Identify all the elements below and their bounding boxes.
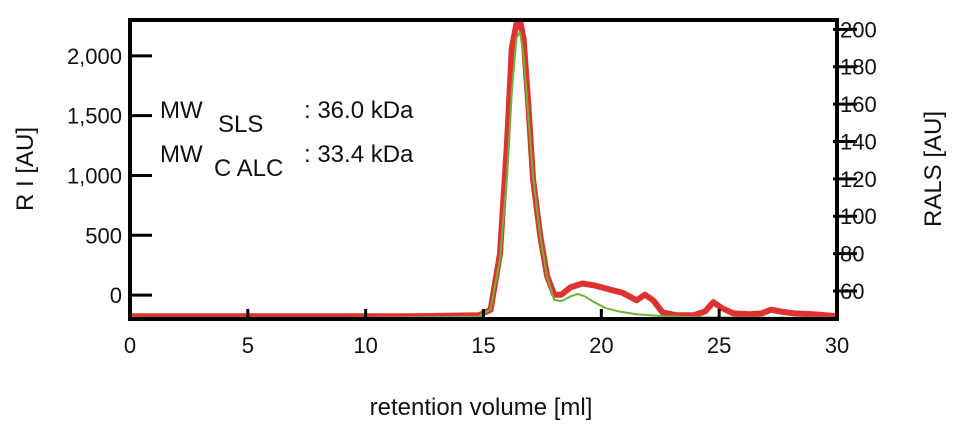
y-left-tick-label: 500 [85, 223, 122, 248]
y-right-tick-label: 60 [840, 279, 864, 304]
x-tick-label: 25 [707, 333, 731, 358]
series-layer [130, 20, 837, 319]
y-left-tick-label: 0 [110, 283, 122, 308]
ri-series-line [130, 31, 837, 319]
x-axis-title: retention volume [ml] [370, 394, 593, 421]
y-left-tick-label: 1,500 [67, 104, 122, 129]
y-right-tick-label: 120 [840, 167, 877, 192]
annotation-mw-sls-prefix: MW [160, 97, 203, 124]
annotation-mw-sls-value: : 36.0 kDa [304, 97, 414, 124]
annotations: MW SLS : 36.0 kDa MW C ALC : 33.4 kDa [160, 97, 414, 182]
y-right-tick-label: 80 [840, 242, 864, 267]
y-right-tick-label: 160 [840, 92, 877, 117]
y-right-axis-title: RALS [AU] [920, 111, 947, 227]
rals-series-line [130, 20, 837, 319]
x-tick-label: 0 [124, 333, 136, 358]
annotation-mw-calc-value: : 33.4 kDa [304, 141, 414, 168]
x-tick-label: 15 [471, 333, 495, 358]
x-tick-label: 10 [353, 333, 377, 358]
x-tick-label: 20 [589, 333, 613, 358]
left-axis: 0 500 1,000 1,500 2,000 [67, 44, 152, 308]
annotation-mw-calc-subscript: C ALC [214, 155, 283, 182]
annotation-mw-calc-prefix: MW [160, 141, 203, 168]
y-left-axis-title: R I [AU] [12, 127, 39, 211]
y-right-tick-label: 180 [840, 55, 877, 80]
y-left-tick-label: 2,000 [67, 44, 122, 69]
x-tick-label: 30 [825, 333, 849, 358]
y-right-tick-label: 140 [840, 129, 877, 154]
right-axis: 60 80 100 120 140 160 180 200 [833, 17, 877, 304]
x-axis: 0 5 10 15 20 25 30 [124, 309, 849, 358]
y-right-tick-label: 200 [840, 17, 877, 42]
x-tick-label: 5 [242, 333, 254, 358]
y-left-tick-label: 1,000 [67, 163, 122, 188]
annotation-mw-sls-subscript: SLS [218, 111, 263, 138]
y-right-tick-label: 100 [840, 204, 877, 229]
